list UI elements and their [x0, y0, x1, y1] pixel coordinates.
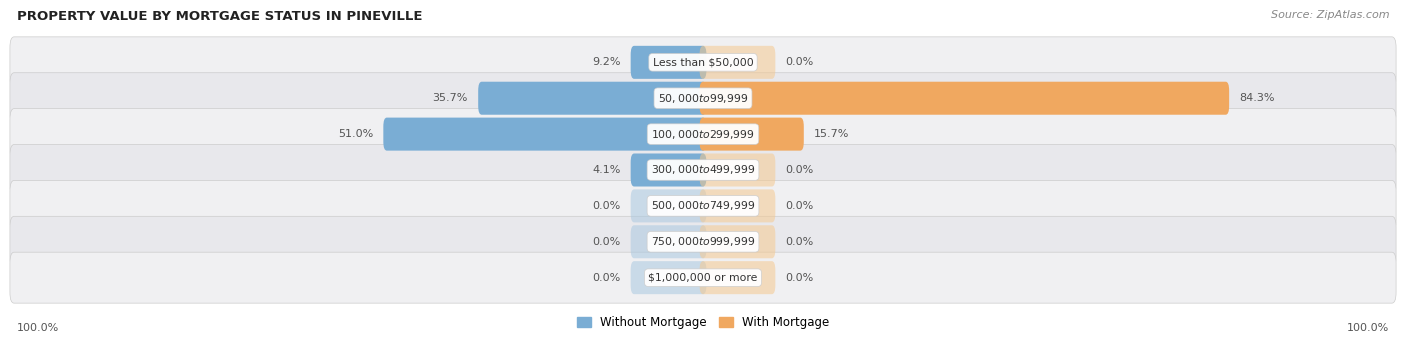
FancyBboxPatch shape: [700, 225, 775, 258]
Text: 84.3%: 84.3%: [1240, 93, 1275, 103]
FancyBboxPatch shape: [631, 189, 706, 222]
Text: 0.0%: 0.0%: [786, 237, 814, 247]
FancyBboxPatch shape: [700, 46, 775, 79]
FancyBboxPatch shape: [700, 118, 804, 151]
FancyBboxPatch shape: [10, 144, 1396, 196]
FancyBboxPatch shape: [10, 37, 1396, 88]
FancyBboxPatch shape: [10, 181, 1396, 231]
FancyBboxPatch shape: [10, 73, 1396, 124]
Text: $500,000 to $749,999: $500,000 to $749,999: [651, 199, 755, 212]
Text: $300,000 to $499,999: $300,000 to $499,999: [651, 164, 755, 176]
FancyBboxPatch shape: [700, 153, 775, 187]
Text: 0.0%: 0.0%: [786, 165, 814, 175]
Text: $100,000 to $299,999: $100,000 to $299,999: [651, 128, 755, 141]
FancyBboxPatch shape: [478, 82, 706, 115]
Text: 0.0%: 0.0%: [592, 201, 620, 211]
Text: 35.7%: 35.7%: [433, 93, 468, 103]
FancyBboxPatch shape: [631, 261, 706, 294]
Text: $750,000 to $999,999: $750,000 to $999,999: [651, 235, 755, 248]
Text: Less than $50,000: Less than $50,000: [652, 57, 754, 67]
Text: 0.0%: 0.0%: [786, 201, 814, 211]
FancyBboxPatch shape: [10, 109, 1396, 159]
Text: 0.0%: 0.0%: [592, 273, 620, 283]
FancyBboxPatch shape: [631, 153, 706, 187]
FancyBboxPatch shape: [700, 189, 775, 222]
Legend: Without Mortgage, With Mortgage: Without Mortgage, With Mortgage: [572, 312, 834, 334]
FancyBboxPatch shape: [10, 252, 1396, 303]
Text: 15.7%: 15.7%: [814, 129, 849, 139]
Text: 9.2%: 9.2%: [592, 57, 620, 67]
Text: 100.0%: 100.0%: [1347, 323, 1389, 333]
Text: PROPERTY VALUE BY MORTGAGE STATUS IN PINEVILLE: PROPERTY VALUE BY MORTGAGE STATUS IN PIN…: [17, 10, 422, 23]
FancyBboxPatch shape: [384, 118, 706, 151]
FancyBboxPatch shape: [631, 225, 706, 258]
Text: 100.0%: 100.0%: [17, 323, 59, 333]
Text: Source: ZipAtlas.com: Source: ZipAtlas.com: [1271, 10, 1389, 20]
Text: 51.0%: 51.0%: [337, 129, 373, 139]
FancyBboxPatch shape: [10, 216, 1396, 267]
Text: 0.0%: 0.0%: [786, 273, 814, 283]
Text: $1,000,000 or more: $1,000,000 or more: [648, 273, 758, 283]
Text: 0.0%: 0.0%: [592, 237, 620, 247]
FancyBboxPatch shape: [700, 82, 1229, 115]
FancyBboxPatch shape: [631, 46, 706, 79]
Text: 4.1%: 4.1%: [592, 165, 620, 175]
Text: $50,000 to $99,999: $50,000 to $99,999: [658, 92, 748, 105]
Text: 0.0%: 0.0%: [786, 57, 814, 67]
FancyBboxPatch shape: [700, 261, 775, 294]
